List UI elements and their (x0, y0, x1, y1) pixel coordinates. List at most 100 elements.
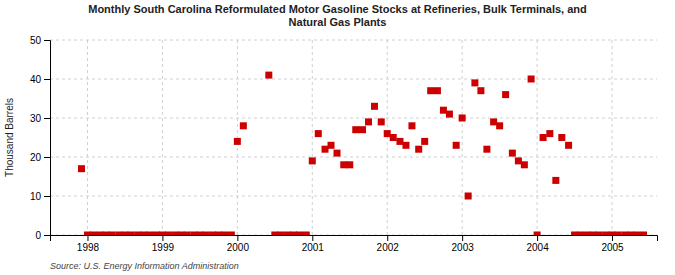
point (603, 232, 610, 236)
y-tick: 10 (30, 191, 50, 202)
point (434, 87, 441, 94)
point (202, 232, 209, 236)
x-tick: 1999 (152, 235, 175, 253)
y-tick: 40 (30, 74, 50, 85)
point (596, 232, 603, 236)
point (346, 161, 353, 168)
title: Monthly South Carolina Reformulated Moto… (88, 3, 587, 28)
y-grid-line (50, 40, 657, 41)
x-tick: 2003 (452, 235, 475, 253)
y-grid-line (50, 118, 657, 119)
point (483, 146, 490, 153)
point (328, 142, 335, 149)
y-tick: 30 (30, 113, 50, 124)
x-tick-mark (87, 235, 88, 241)
point (415, 146, 422, 153)
y-axis-title: Thousand Barrels (4, 98, 15, 177)
point (615, 232, 622, 236)
point (558, 134, 565, 141)
y-tick-mark (44, 40, 50, 41)
point (352, 126, 359, 133)
point (284, 232, 291, 236)
y-tick: 20 (30, 152, 50, 163)
x-tick-label: 2002 (377, 242, 400, 253)
point (402, 142, 409, 149)
y-tick-mark (44, 196, 50, 197)
point (90, 232, 97, 236)
point (277, 232, 284, 236)
point (178, 232, 185, 236)
x-tick: 1998 (77, 235, 100, 253)
y-tick-label: 30 (30, 113, 42, 124)
plot-area: 1998199920002001200220032004200501020304… (30, 35, 658, 253)
point (134, 232, 141, 236)
point (290, 232, 297, 236)
x-grid-line (537, 40, 538, 235)
x-axis-line (51, 236, 658, 242)
point (459, 115, 466, 122)
x-tick: 2000 (227, 235, 250, 253)
point (477, 87, 484, 94)
point (115, 232, 122, 236)
point (97, 232, 104, 236)
point (153, 232, 160, 236)
point (621, 232, 628, 236)
y-tick-label: 50 (30, 35, 42, 46)
point (359, 126, 366, 133)
point (577, 232, 584, 236)
x-grid-line (462, 40, 463, 235)
point (440, 107, 447, 114)
y-tick-label: 40 (30, 74, 42, 85)
point (590, 232, 597, 236)
point (471, 79, 478, 86)
point (121, 232, 128, 236)
point (103, 232, 110, 236)
point (365, 118, 372, 125)
y-axis: 01020304050 (30, 35, 51, 241)
point (633, 232, 640, 236)
point (296, 232, 303, 236)
point (196, 232, 203, 236)
point (322, 146, 329, 153)
point (609, 232, 616, 236)
point (215, 232, 222, 236)
point (584, 232, 591, 236)
point (140, 232, 147, 236)
x-axis: 19981999200020012002200320042005 (51, 235, 658, 253)
x-tick-mark (237, 235, 238, 241)
point (190, 232, 197, 236)
y-grid-line (50, 79, 657, 80)
point (127, 232, 134, 236)
point (165, 232, 172, 236)
chart-svg: Monthly South Carolina Reformulated Moto… (0, 0, 675, 275)
points (78, 72, 647, 235)
point (109, 232, 116, 236)
x-tick: 2002 (377, 235, 400, 253)
x-grid-line (162, 40, 163, 235)
point (565, 142, 572, 149)
point (209, 232, 216, 236)
x-tick-label: 2003 (452, 242, 475, 253)
y-grid-line (50, 157, 657, 158)
source: Source: U.S. Energy Information Administ… (50, 261, 239, 271)
point (427, 87, 434, 94)
point (453, 142, 460, 149)
point (521, 161, 528, 168)
point (534, 232, 541, 236)
point (396, 138, 403, 145)
y-tick-label: 10 (30, 191, 42, 202)
point (378, 118, 385, 125)
point (172, 232, 179, 236)
x-grid-line (612, 40, 613, 235)
point (627, 232, 634, 236)
point (340, 161, 347, 168)
y-grid-line (50, 196, 657, 197)
x-tick-label: 2001 (302, 242, 325, 253)
point (371, 103, 378, 110)
y-tick-mark (44, 79, 50, 80)
x-tick-label: 1999 (152, 242, 175, 253)
x-tick: 2004 (526, 235, 549, 253)
x-tick: 2001 (302, 235, 325, 253)
x-grid-line (387, 40, 388, 235)
x-tick-label: 2000 (227, 242, 250, 253)
